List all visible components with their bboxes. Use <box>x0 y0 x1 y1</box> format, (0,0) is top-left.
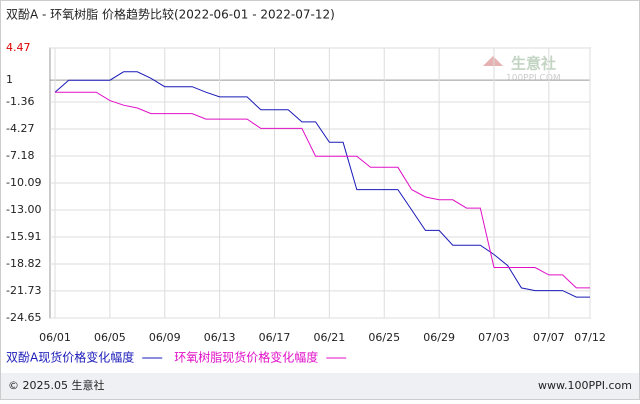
footer-bar <box>1 373 639 399</box>
x-tick-label: 06/29 <box>423 331 455 344</box>
y-tick-label: -7.18 <box>6 149 34 162</box>
y-tick-label: -18.82 <box>6 257 41 270</box>
x-tick-label: 07/03 <box>478 331 510 344</box>
x-tick-label: 06/17 <box>259 331 291 344</box>
footer-left: © 2025.05 生意社 <box>8 378 104 392</box>
y-tick-label: -15.91 <box>6 230 41 243</box>
y-tick-label: -10.09 <box>6 176 41 189</box>
y-tick-label: 1 <box>6 73 13 86</box>
x-tick-label: 07/07 <box>533 331 565 344</box>
y-tick-label: 4.47 <box>6 41 31 54</box>
x-tick-label: 06/05 <box>94 331 126 344</box>
x-tick-label: 07/12 <box>574 331 606 344</box>
x-tick-label: 06/25 <box>368 331 400 344</box>
x-tick-label: 06/21 <box>314 331 346 344</box>
chart-title: 双酚A - 环氧树脂 价格趋势比较(2022-06-01 - 2022-07-1… <box>6 7 335 22</box>
y-tick-label: -13.00 <box>6 203 41 216</box>
footer-right: www.100PPI.com <box>538 379 632 392</box>
y-tick-label: -1.36 <box>6 95 34 108</box>
series-line <box>55 91 590 289</box>
watermark-name: 生意社 <box>511 55 556 73</box>
legend-label: 环氧树脂现货价格变化幅度 <box>174 350 318 365</box>
watermark: 生意社 100PPI.COM <box>483 55 561 84</box>
y-tick-label: -21.73 <box>6 284 41 297</box>
y-tick-label: -24.65 <box>6 311 41 324</box>
x-tick-label: 06/01 <box>39 331 71 344</box>
series-line <box>54 71 590 298</box>
y-tick-label: -4.27 <box>6 122 34 135</box>
watermark-url: 100PPI.COM <box>506 74 561 84</box>
x-tick-label: 06/13 <box>204 331 236 344</box>
logo <box>483 56 503 66</box>
legend-label: 双酚A现货价格变化幅度 <box>6 350 134 365</box>
x-tick-label: 06/09 <box>149 331 181 344</box>
